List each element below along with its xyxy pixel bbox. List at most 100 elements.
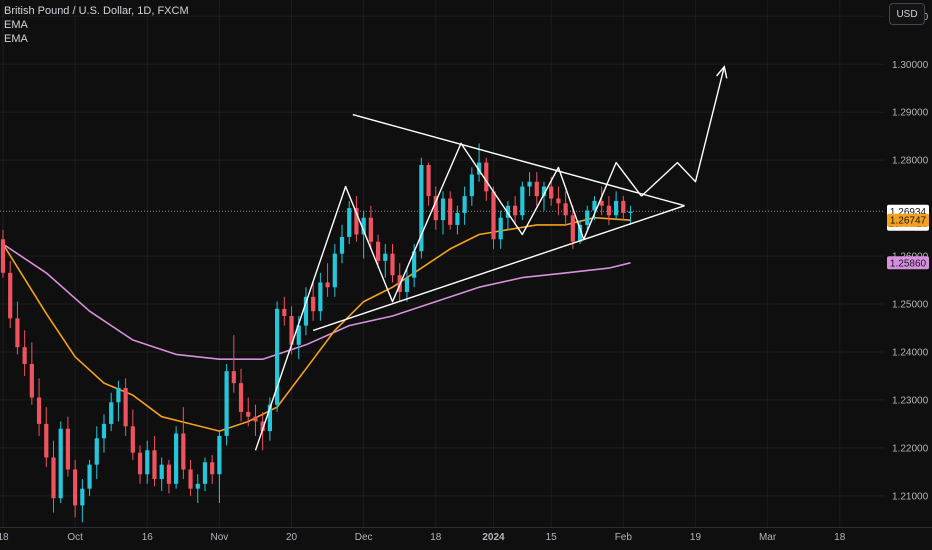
time-tick-label: Mar	[759, 532, 777, 543]
time-tick-label: Nov	[210, 532, 228, 543]
candle-up	[469, 174, 474, 197]
candle-down	[260, 421, 265, 432]
price-tick-label: 1.24000	[892, 347, 929, 358]
candle-up	[592, 200, 597, 211]
candle-up	[116, 387, 121, 403]
triangle-upper-trendline	[352, 113, 685, 207]
candle-down	[606, 205, 612, 216]
candle-down	[375, 241, 381, 261]
candle-up	[498, 217, 503, 240]
candle-down	[599, 200, 604, 206]
candle-up	[303, 296, 309, 326]
time-tick-label: 18	[430, 532, 442, 543]
candle-up	[217, 435, 222, 475]
symbol-title[interactable]: British Pound / U.S. Dollar, 1D, FXCM	[4, 5, 189, 17]
candle-up	[462, 196, 467, 213]
candle-down	[311, 296, 316, 312]
time-tick-label: 18	[834, 532, 846, 543]
candle-up	[361, 217, 366, 235]
candle-down	[51, 457, 56, 499]
candle-up	[455, 212, 460, 225]
candle-down	[8, 272, 13, 319]
candle-down	[210, 462, 215, 475]
candle-down	[130, 426, 135, 453]
candle-up	[412, 251, 417, 278]
candle-down	[238, 383, 244, 412]
candle-down	[44, 423, 49, 458]
candle-up	[585, 210, 590, 225]
candle-down	[325, 282, 330, 288]
price-tick-label: 1.23000	[892, 395, 929, 406]
candle-down	[556, 198, 561, 204]
price-axis-background	[884, 0, 932, 550]
candle-down	[152, 450, 157, 480]
time-tick-label: 18	[0, 532, 9, 543]
candle-down	[282, 308, 287, 317]
time-tick-label: Dec	[355, 532, 373, 543]
projection-path-line	[640, 66, 725, 197]
projection-arrow-head	[716, 65, 728, 79]
price-tag	[887, 256, 929, 270]
price-tick-label: 1.30000	[892, 60, 929, 71]
candle-down	[29, 363, 34, 398]
candle-down	[491, 191, 496, 240]
candle-down	[433, 196, 438, 221]
candle-down	[484, 162, 489, 192]
candle-down	[123, 387, 128, 427]
candle-up	[419, 164, 424, 252]
ema-indicator-2[interactable]: EMA	[4, 33, 28, 45]
candle-up	[541, 186, 547, 197]
candle-up	[202, 462, 208, 484]
candle-up	[339, 236, 345, 254]
candle-up	[267, 404, 272, 432]
candle-down	[621, 200, 626, 213]
candle-down	[137, 452, 143, 475]
candle-up	[274, 308, 280, 405]
price-tick-label: 1.25000	[892, 300, 929, 311]
candle-down	[73, 469, 78, 506]
candle-up	[404, 277, 410, 293]
price-tag-label: 1.26934	[890, 207, 927, 218]
candle-down	[534, 181, 539, 197]
candle-down	[426, 164, 431, 197]
candle-up	[383, 253, 388, 261]
time-axis[interactable]: 18 Oct 16 Nov 20 Dec 18 2024 15 Feb 19 Mar 18	[0, 527, 932, 550]
triangle-lower-trendline	[312, 205, 685, 332]
candle-down	[188, 469, 193, 489]
candle-down	[36, 397, 42, 424]
candle-up	[505, 205, 511, 218]
candle-down	[0, 239, 6, 273]
candle-down	[570, 215, 575, 242]
candle-up	[159, 464, 164, 480]
trendline-drawings[interactable]	[254, 65, 728, 451]
candle-up	[520, 186, 525, 216]
candle-up	[87, 464, 92, 489]
chart-legend: British Pound / U.S. Dollar, 1D, FXCM EM…	[4, 4, 189, 46]
time-tick-label: Feb	[615, 532, 633, 543]
price-tag-label: 1.26747	[890, 216, 927, 227]
candle-down	[246, 411, 251, 417]
candle-up	[527, 181, 532, 187]
candle-down	[513, 205, 518, 216]
candle-down	[448, 198, 453, 225]
candle-up	[440, 198, 446, 221]
time-tick-label: 20	[286, 532, 298, 543]
price-tag	[887, 213, 929, 227]
candle-up	[577, 224, 583, 242]
currency-button[interactable]: USD	[889, 3, 925, 25]
time-axis-background	[0, 527, 932, 550]
candle-down	[549, 186, 554, 199]
price-tick-label: 1.29000	[892, 108, 929, 119]
candle-up	[628, 211, 633, 213]
price-tag-label: 1.25860	[890, 258, 927, 269]
candle-down	[231, 371, 236, 384]
price-tick-label: 1.21000	[892, 491, 929, 502]
time-tick-label: 2024	[482, 532, 505, 543]
ema-indicator-1[interactable]: EMA	[4, 19, 28, 31]
price-axis[interactable]: 1.310001.300001.290001.280001.260001.250…	[884, 0, 932, 550]
candle-down	[166, 464, 172, 484]
candle-up	[332, 253, 337, 288]
candle-up	[476, 162, 482, 175]
